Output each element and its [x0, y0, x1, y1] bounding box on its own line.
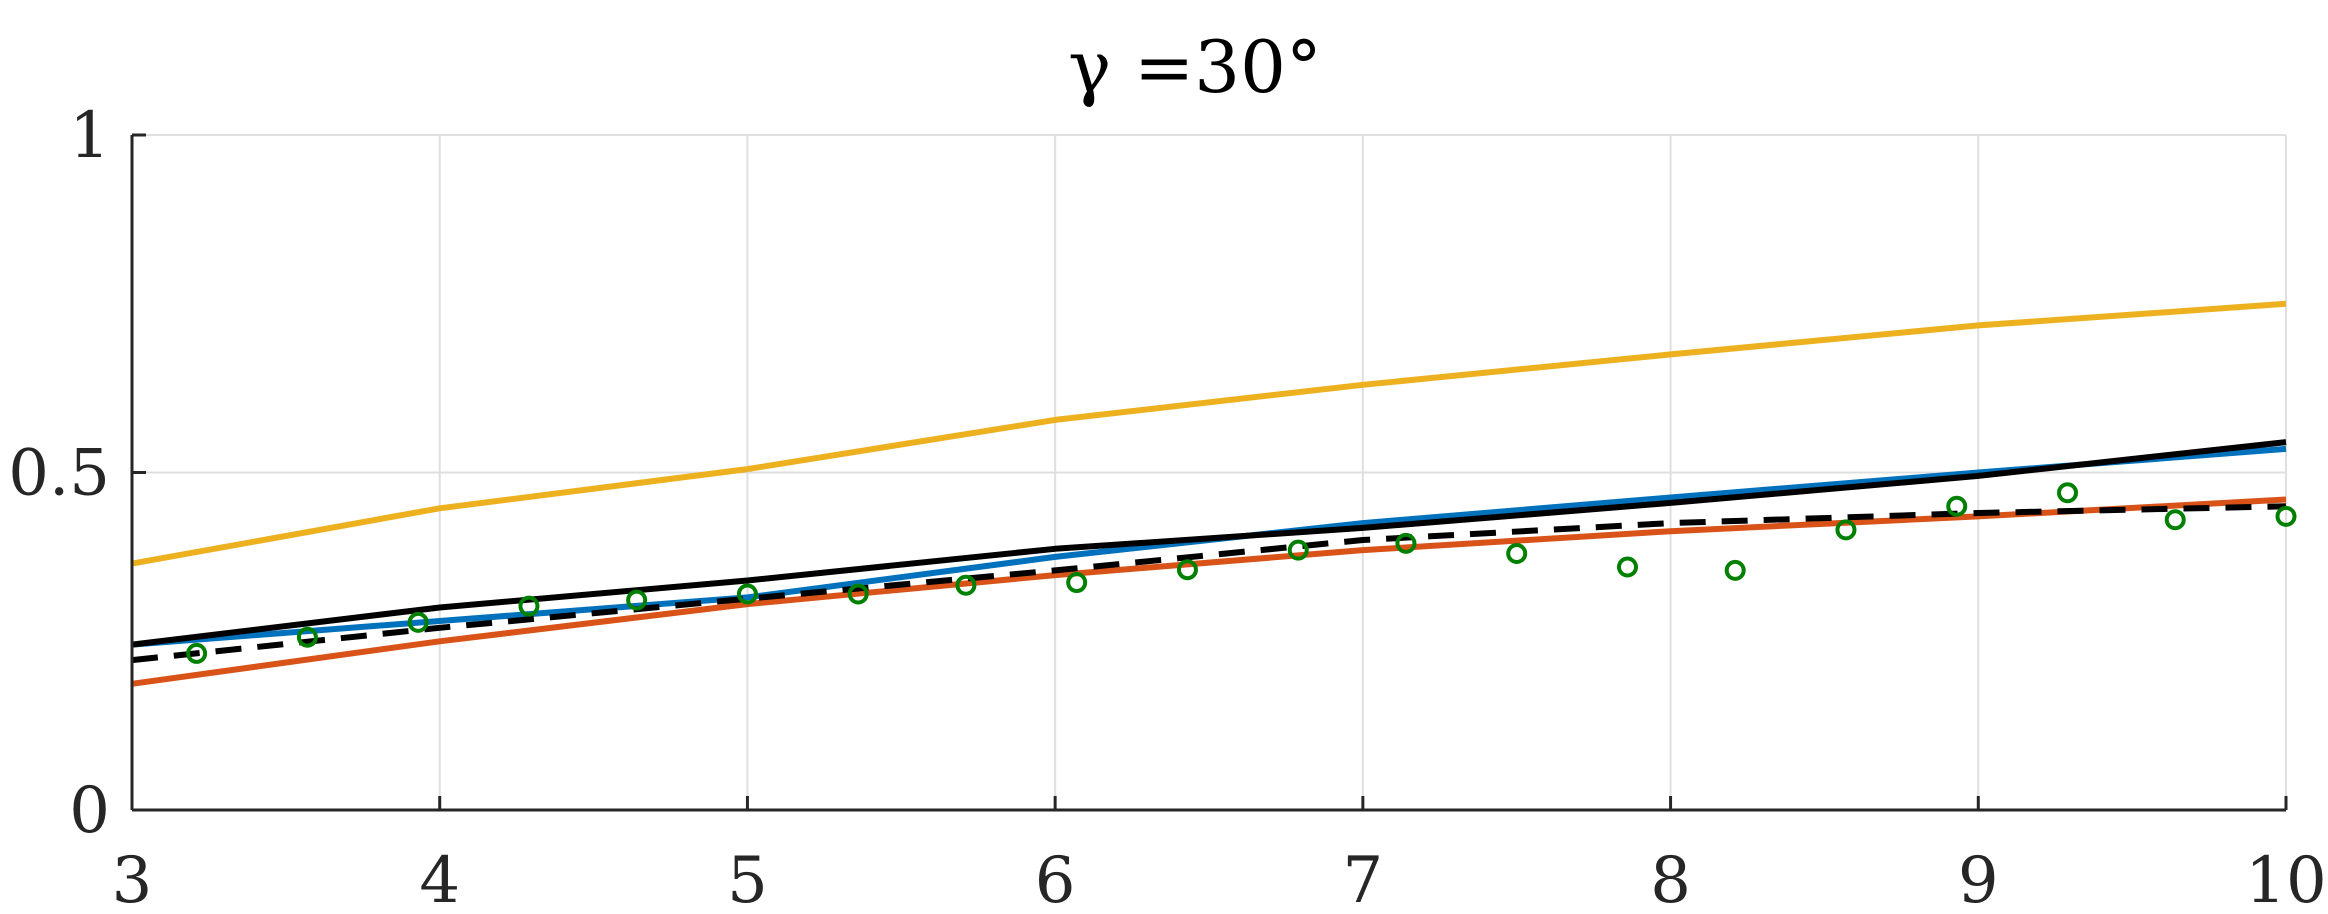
chart-title: γ =30° [1068, 25, 1322, 109]
x-tick-label-2: 5 [727, 844, 768, 914]
series-5-marker-9 [1176, 559, 1198, 581]
series-5-marker-17 [2057, 482, 2079, 504]
x-tick-label-3: 6 [1035, 844, 1076, 914]
series-5-marker-4 [626, 589, 648, 611]
series-5-marker-11 [1395, 532, 1417, 554]
series-5-marker-12 [1506, 543, 1528, 564]
series-5-marker-7 [955, 574, 977, 596]
x-tick-label-6: 9 [1958, 844, 1999, 914]
series-2-line [131, 439, 2287, 648]
series-5-marker-0 [186, 642, 208, 664]
series-3-line [131, 496, 2287, 687]
y-tick-label-1: 0.5 [8, 437, 110, 511]
series-5-marker-16 [1946, 495, 1968, 517]
series-5-marker-1 [296, 626, 318, 648]
series-5-marker-5 [736, 583, 758, 605]
y-tick-label-2: 1 [69, 99, 110, 173]
y-tick-label-0: 0 [69, 774, 110, 848]
tick-labels: 3 4 5 6 7 8 9 10 0 0.5 1 [8, 99, 2327, 914]
x-tick-label-1: 4 [419, 844, 460, 914]
series-5-marker-10 [1287, 539, 1309, 561]
data-series [131, 300, 2297, 687]
series-5-marker-6 [847, 583, 869, 605]
series-5-marker-8 [1066, 572, 1088, 594]
series-5-marker-13 [1616, 556, 1638, 578]
series-4-line [131, 503, 2287, 664]
x-tick-label-7: 10 [2245, 844, 2326, 914]
series-5-marker-18 [2164, 509, 2186, 531]
x-tick-label-4: 7 [1342, 844, 1383, 914]
grid-lines [132, 134, 2287, 810]
series-0-line [131, 300, 2287, 567]
series-5-marker-3 [518, 595, 540, 617]
x-tick-label-0: 3 [112, 844, 153, 914]
series-5-marker-14 [1724, 559, 1746, 581]
x-tick-label-5: 8 [1650, 844, 1691, 914]
series-5-marker-15 [1835, 519, 1857, 541]
axes [130, 133, 2288, 812]
series-5-marker-2 [407, 611, 429, 633]
series-5-marker-19 [2275, 505, 2297, 527]
